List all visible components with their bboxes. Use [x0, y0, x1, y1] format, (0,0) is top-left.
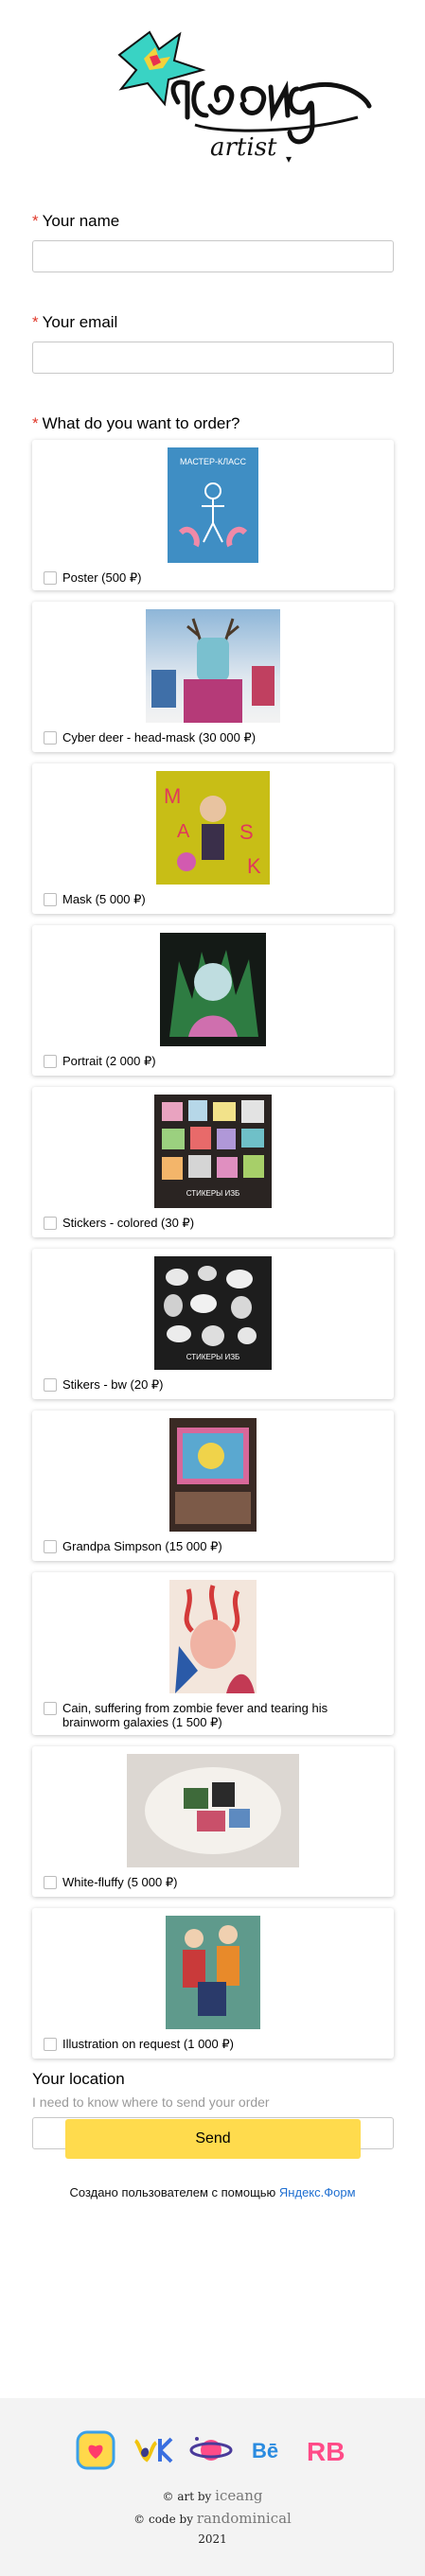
option-label: Grandpa Simpson (15 000 ₽) [62, 1539, 222, 1553]
email-label: Your email [42, 313, 118, 331]
send-button[interactable]: Send [65, 2119, 361, 2159]
email-input[interactable] [32, 342, 394, 374]
svg-text:RB: RB [307, 2437, 345, 2466]
svg-text:S: S [239, 820, 254, 844]
poster-title: МАСТЕР-КЛАСС [180, 457, 246, 466]
cyber-deer-checkbox[interactable] [44, 731, 57, 745]
year: 2021 [198, 2532, 227, 2546]
behance-icon[interactable]: Bē [247, 2428, 291, 2472]
svg-text:K: K [247, 854, 261, 878]
stickers-bw-image: СТИКЕРЫ ИЗБ [154, 1256, 272, 1370]
stickers-bw-caption: СТИКЕРЫ ИЗБ [186, 1353, 240, 1361]
option-label: Stickers - colored (30 ₽) [62, 1216, 195, 1230]
credit-line: Создано пользователем с помощью Яндекс.Ф… [0, 2185, 425, 2199]
svg-text:A: A [177, 821, 190, 842]
saturn-icon[interactable] [189, 2428, 233, 2472]
stickers-bw-checkbox[interactable] [44, 1378, 57, 1392]
cain-checkbox[interactable] [44, 1702, 57, 1715]
vk-icon[interactable] [132, 2428, 175, 2472]
order-option-card[interactable]: СТИКЕРЫ ИЗБ Stikers - bw (20 ₽) [32, 1249, 394, 1399]
svg-text:▾: ▾ [286, 152, 292, 166]
required-mark: * [32, 212, 39, 230]
brand-logo: artist ▾ [112, 30, 381, 170]
order-option-card[interactable]: Cyber deer - head-mask (30 000 ₽) [32, 602, 394, 752]
stickers-caption: СТИКЕРЫ ИЗБ [186, 1189, 240, 1198]
social-icons: Bē RB [74, 2428, 348, 2472]
svg-text:Bē: Bē [252, 2439, 278, 2462]
name-label: Your name [42, 212, 120, 230]
order-option-card[interactable]: СТИКЕРЫ ИЗБ Stickers - colored (30 ₽) [32, 1087, 394, 1237]
order-label: What do you want to order? [42, 414, 240, 432]
name-field: * Your name [32, 212, 394, 272]
required-mark: * [32, 313, 39, 331]
code-name[interactable]: randominical [196, 2510, 292, 2527]
order-option-card[interactable]: Illustration on request (1 000 ₽) [32, 1908, 394, 2059]
poster-image: МАСТЕР-КЛАСС [168, 447, 258, 563]
svg-text:M: M [164, 784, 181, 808]
mask-checkbox[interactable] [44, 893, 57, 906]
mask-image: M A S K [156, 771, 270, 885]
art-name[interactable]: iceang [215, 2487, 263, 2504]
portrait-image [160, 933, 266, 1046]
option-label: Illustration on request (1 000 ₽) [62, 2037, 234, 2051]
order-option-card[interactable]: МАСТЕР-КЛАСС Poster (500 ₽) [32, 440, 394, 590]
rb-icon[interactable]: RB [305, 2428, 348, 2472]
cain-image [169, 1580, 257, 1693]
credit-text: Создано пользователем с помощью [69, 2185, 276, 2199]
illustration-checkbox[interactable] [44, 2038, 57, 2051]
email-field: * Your email [32, 313, 394, 374]
white-fluffy-image [127, 1754, 299, 1867]
order-option-card[interactable]: Grandpa Simpson (15 000 ₽) [32, 1411, 394, 1561]
art-credit: © art by iceang [0, 2487, 425, 2504]
grandpa-simpson-checkbox[interactable] [44, 1540, 57, 1553]
code-prefix: © code by [133, 2513, 193, 2526]
option-label: Mask (5 000 ₽) [62, 892, 146, 906]
stickers-colored-image: СТИКЕРЫ ИЗБ [154, 1095, 272, 1208]
option-label: Cain, suffering from zombie fever and te… [62, 1701, 328, 1729]
stickers-colored-checkbox[interactable] [44, 1217, 57, 1230]
portrait-checkbox[interactable] [44, 1055, 57, 1068]
location-label: Your location [32, 2070, 125, 2088]
option-label: Portrait (2 000 ₽) [62, 1054, 156, 1068]
logo-sub-text: artist [210, 133, 277, 162]
grandpa-simpson-image [169, 1418, 257, 1532]
order-form: * Your name * Your email * What do you want… [32, 212, 394, 2149]
cyber-deer-image [146, 609, 280, 723]
location-hint: I need to know where to send your order [32, 2094, 270, 2110]
required-mark: * [32, 414, 39, 432]
order-option-card[interactable]: White-fluffy (5 000 ₽) [32, 1746, 394, 1897]
order-option-card[interactable]: Cain, suffering from zombie fever and te… [32, 1572, 394, 1735]
poster-checkbox[interactable] [44, 571, 57, 585]
code-credit: © code by randominical [0, 2510, 425, 2527]
illustration-image [166, 1916, 260, 2029]
art-prefix: © art by [162, 2490, 212, 2503]
name-input[interactable] [32, 240, 394, 272]
order-option-card[interactable]: M A S K Mask (5 000 ₽) [32, 763, 394, 914]
option-label: Stikers - bw (20 ₽) [62, 1377, 164, 1392]
footer: Bē RB © art by iceang © code by randomin… [0, 2398, 425, 2576]
order-question: * What do you want to order? МАСТЕР-КЛАСС… [32, 414, 394, 2059]
option-label: White-fluffy (5 000 ₽) [62, 1875, 178, 1889]
white-fluffy-checkbox[interactable] [44, 1876, 57, 1889]
instagram-icon[interactable] [74, 2428, 117, 2472]
option-label: Cyber deer - head-mask (30 000 ₽) [62, 730, 257, 745]
option-label: Poster (500 ₽) [62, 570, 142, 585]
order-option-card[interactable]: Portrait (2 000 ₽) [32, 925, 394, 1076]
yandex-forms-link[interactable]: Яндекс.Форм [278, 2185, 356, 2199]
